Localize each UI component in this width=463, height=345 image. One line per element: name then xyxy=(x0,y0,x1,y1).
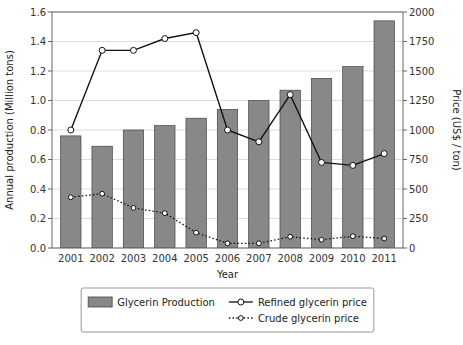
tick-mark xyxy=(403,130,407,131)
legend-label: Glycerin Production xyxy=(117,297,215,308)
x-tick-label: 2006 xyxy=(215,253,240,264)
tick-mark xyxy=(403,218,407,219)
marker xyxy=(68,195,73,200)
legend-label: Crude glycerin price xyxy=(258,313,359,324)
legend-label: Refined glycerin price xyxy=(258,297,367,308)
marker xyxy=(162,211,167,216)
bar xyxy=(155,126,175,248)
x-tick-label: 2011 xyxy=(371,253,396,264)
marker xyxy=(287,92,293,98)
y-tick-label: 0.8 xyxy=(30,125,46,136)
y-tick-label: 0.4 xyxy=(30,184,46,195)
tick-mark xyxy=(403,248,407,249)
plot-frame xyxy=(52,12,403,248)
marker xyxy=(193,30,199,36)
tick-mark xyxy=(403,12,407,13)
tick-mark xyxy=(48,159,52,160)
y-tick-label: 1.4 xyxy=(30,36,46,47)
tick-mark xyxy=(48,100,52,101)
x-tick-label: 2004 xyxy=(152,253,177,264)
marker xyxy=(256,139,262,145)
tick-mark xyxy=(48,41,52,42)
plot-data xyxy=(61,21,395,248)
y2-tick-label: 0 xyxy=(409,243,415,254)
x-tick-label: 2009 xyxy=(309,253,334,264)
x-tick-label: 2005 xyxy=(183,253,208,264)
x-tick-label: 2008 xyxy=(277,253,302,264)
marker xyxy=(381,151,387,157)
bar xyxy=(61,136,81,248)
marker xyxy=(256,241,261,246)
marker xyxy=(194,230,199,235)
marker xyxy=(288,234,293,239)
tick-mark xyxy=(48,130,52,131)
y-tick-label: 0.0 xyxy=(30,243,46,254)
y2-tick-label: 750 xyxy=(409,154,428,165)
marker xyxy=(225,127,231,133)
marker xyxy=(319,159,325,165)
tick-mark xyxy=(48,248,52,249)
y2-tick-label: 500 xyxy=(409,184,428,195)
y2-tick-label: 1750 xyxy=(409,36,434,47)
x-tick-label: 2010 xyxy=(340,253,365,264)
line xyxy=(71,33,384,166)
y-tick-label: 0.6 xyxy=(30,154,46,165)
y-tick-label: 1.2 xyxy=(30,66,46,77)
grid xyxy=(52,12,403,248)
x-tick-label: 2007 xyxy=(246,253,271,264)
y2-tick-label: 250 xyxy=(409,213,428,224)
tick-mark xyxy=(48,12,52,13)
tick-mark xyxy=(403,71,407,72)
marker xyxy=(350,234,355,239)
marker xyxy=(350,162,356,168)
tick-mark xyxy=(403,41,407,42)
y2-tick-label: 1500 xyxy=(409,66,434,77)
legend: Glycerin Production Refined glycerin pric… xyxy=(81,288,374,332)
bar xyxy=(343,67,363,248)
marker xyxy=(162,36,168,42)
y-axis-label: Annual production (Million tons) xyxy=(4,50,15,210)
y-tick-label: 1.6 xyxy=(30,7,46,18)
y-tick-label: 0.2 xyxy=(30,213,46,224)
bar xyxy=(374,21,394,248)
bar xyxy=(92,146,112,248)
tick-mark xyxy=(403,159,407,160)
grid-line xyxy=(52,41,403,42)
marker xyxy=(225,241,230,246)
bar xyxy=(280,90,300,248)
tick-mark xyxy=(403,189,407,190)
marker xyxy=(99,47,105,53)
y2-axis-label: Price (US$ / ton) xyxy=(451,89,462,171)
x-tick-label: 2003 xyxy=(121,253,146,264)
chart: 0.0 0.2 0.4 0.6 0.8 1.0 1.2 1.4 1.6 0 250 500 750 100… xyxy=(0,0,463,345)
marker xyxy=(382,236,387,241)
marker xyxy=(68,127,74,133)
legend-marker xyxy=(238,316,243,321)
line xyxy=(71,194,384,244)
x-tick-label: 2001 xyxy=(58,253,83,264)
tick-mark xyxy=(48,71,52,72)
bar xyxy=(217,109,237,248)
bar xyxy=(249,101,269,249)
tick-mark xyxy=(48,218,52,219)
marker xyxy=(131,205,136,210)
legend-marker xyxy=(238,299,244,305)
bar xyxy=(123,130,143,248)
legend-swatch xyxy=(88,297,112,307)
x-tick-label: 2002 xyxy=(89,253,114,264)
marker xyxy=(319,237,324,242)
tick-mark xyxy=(403,100,407,101)
x-axis-label: Year xyxy=(216,269,239,280)
marker xyxy=(100,191,105,196)
tick-mark xyxy=(48,189,52,190)
y2-tick-label: 1000 xyxy=(409,125,434,136)
y-tick-label: 1.0 xyxy=(30,95,46,106)
y2-tick-label: 1250 xyxy=(409,95,434,106)
y2-tick-label: 2000 xyxy=(409,7,434,18)
marker xyxy=(130,47,136,53)
legend-frame xyxy=(81,288,374,332)
